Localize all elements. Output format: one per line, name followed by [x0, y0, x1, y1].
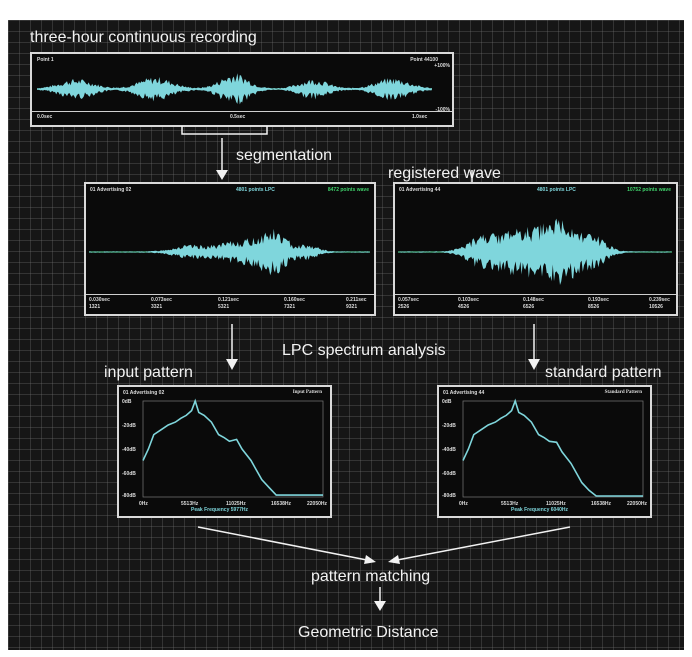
x-tick: 5513Hz: [181, 501, 199, 507]
point: 7321: [284, 304, 296, 310]
standard-spectrum-plot: [462, 398, 644, 498]
y-tick: -60dB: [122, 471, 136, 477]
lpc-analysis-label: LPC spectrum analysis: [282, 342, 446, 359]
tick: 0.073sec: [151, 297, 172, 303]
x-tick: 11025Hz: [546, 501, 566, 507]
point: 6526: [523, 304, 535, 310]
x-tick: 16538Hz: [591, 501, 612, 507]
tick: 0.193sec: [588, 297, 609, 303]
time-tick-mid: 0.5sec: [230, 114, 246, 120]
segmentation-arrowhead: [216, 170, 228, 180]
standard-pattern-label: standard pattern: [545, 364, 662, 381]
point: 8526: [588, 304, 600, 310]
segment-wave-points: 8472 points wave: [327, 187, 369, 193]
y-tick: -20dB: [442, 423, 456, 429]
point: 3321: [151, 304, 163, 310]
geometric-distance-label: Geometric Distance: [298, 624, 439, 641]
y-tick: -20dB: [122, 423, 136, 429]
pattern-matching-label: pattern matching: [311, 568, 431, 585]
converge-right-arrow: [391, 526, 571, 562]
registered-wave-panel: 01 Advertising 44 4801 points LPC 10752 …: [393, 182, 678, 316]
registered-waveform: [395, 218, 676, 295]
tick: 0.211sec: [346, 297, 367, 303]
y-tick: -80dB: [122, 493, 136, 499]
y-tick: -40dB: [122, 447, 136, 453]
tick: 0.160sec: [284, 297, 305, 303]
standard-arrowhead: [528, 359, 540, 370]
input-arrowhead: [226, 359, 238, 370]
distance-arrowhead: [374, 601, 386, 611]
point: 4526: [458, 304, 470, 310]
standard-spectrum-panel: 01 Advertising 44 Standard Pattern 0dB -…: [437, 385, 652, 518]
y-tick: -40dB: [442, 447, 456, 453]
input-spectrum-name: 01 Advertising 02: [123, 390, 165, 396]
point: 10526: [649, 304, 663, 310]
tick: 0.148sec: [523, 297, 544, 303]
point: 9321: [346, 304, 358, 310]
point: 2526: [398, 304, 410, 310]
registered-wave-points: 10752 points wave: [627, 187, 671, 193]
registered-lpc: 4801 points LPC: [537, 187, 576, 193]
x-tick: 11025Hz: [226, 501, 246, 507]
tick: 0.239sec: [649, 297, 670, 303]
y-tick: -80dB: [442, 493, 456, 499]
point-end-label: Point 44100: [410, 57, 438, 63]
point-start-label: Point 1: [37, 57, 54, 63]
segment-name: 01 Advertising 02: [90, 187, 132, 193]
scale-bottom-label: -100%: [435, 107, 450, 113]
converge-right-arrowhead: [388, 555, 400, 564]
segmentation-label: segmentation: [236, 147, 333, 164]
registered-name: 01 Advertising 44: [399, 187, 441, 193]
recording-panel: Point 1 Point 44100 +100% -100% 0.0sec 0…: [30, 52, 454, 127]
segment-waveform: [86, 228, 374, 295]
tick: 0.030sec: [89, 297, 110, 303]
time-tick-end: 1.0sec: [412, 114, 428, 120]
registered-wave-label: registered wave: [388, 165, 501, 182]
segment-bracket: [181, 126, 268, 135]
tick: 0.057sec: [398, 297, 419, 303]
standard-peak-frequency: Peak Frequency 6040Hz: [511, 507, 568, 513]
x-tick: 22050Hz: [627, 501, 648, 507]
point: 1321: [89, 304, 101, 310]
segment-wave-panel: 01 Advertising 02 4801 points LPC 8472 p…: [84, 182, 376, 316]
x-tick: 0Hz: [139, 501, 148, 507]
standard-spectrum-title: Standard Pattern: [604, 390, 642, 395]
y-tick: 0dB: [442, 399, 452, 405]
y-tick: 0dB: [122, 399, 132, 405]
y-tick: -60dB: [442, 471, 456, 477]
recording-title: three-hour continuous recording: [30, 29, 257, 46]
input-peak-frequency: Peak Frequency 5977Hz: [191, 507, 248, 513]
segment-lpc: 4801 points LPC: [236, 187, 275, 193]
input-pattern-label: input pattern: [104, 364, 193, 381]
tick: 0.103sec: [458, 297, 479, 303]
input-spectrum-plot: [142, 398, 324, 498]
point: 5321: [218, 304, 230, 310]
converge-left-arrowhead: [364, 555, 376, 564]
tick: 0.121sec: [218, 297, 239, 303]
x-tick: 0Hz: [459, 501, 468, 507]
scale-top-label: +100%: [434, 63, 450, 69]
input-spectrum-panel: 01 Advertising 02 Input Pattern 0dB -20d…: [117, 385, 332, 518]
converge-left-arrow: [197, 526, 373, 562]
x-tick: 22050Hz: [307, 501, 328, 507]
input-spectrum-title: Input Pattern: [292, 390, 322, 395]
standard-spectrum-name: 01 Advertising 44: [443, 390, 485, 396]
x-tick: 5513Hz: [501, 501, 519, 507]
time-tick-start: 0.0sec: [37, 114, 53, 120]
recording-waveform: [32, 73, 452, 112]
x-tick: 16538Hz: [271, 501, 292, 507]
